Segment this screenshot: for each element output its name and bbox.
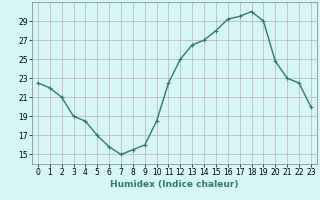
X-axis label: Humidex (Indice chaleur): Humidex (Indice chaleur) bbox=[110, 180, 239, 189]
